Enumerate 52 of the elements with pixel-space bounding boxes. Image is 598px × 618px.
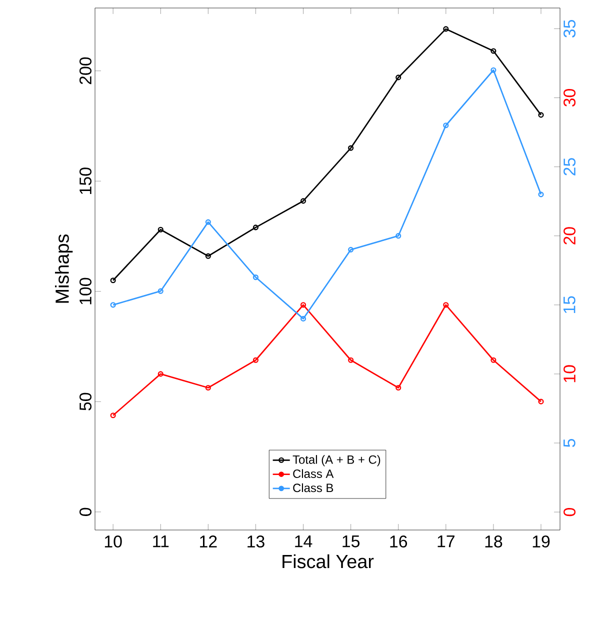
- point: [490, 48, 496, 54]
- point: [348, 246, 354, 252]
- point: [443, 302, 449, 308]
- y2-tick-label: 0: [564, 508, 576, 516]
- point: [205, 253, 211, 259]
- point: [158, 371, 164, 377]
- point: [490, 357, 496, 363]
- y2-tick-label: 15: [564, 296, 576, 314]
- x-tick-label: 16: [390, 536, 408, 548]
- x-tick-label: 12: [200, 536, 217, 548]
- y2-tick-label: 5: [564, 439, 576, 448]
- point: [252, 274, 258, 280]
- point: [252, 357, 258, 363]
- y2-tick-label: 10: [564, 365, 576, 382]
- legend-label: Total (A + B + C): [292, 455, 380, 466]
- point: [348, 145, 354, 151]
- x-tick-label: 13: [248, 536, 264, 548]
- y-tick-label: 200: [79, 57, 92, 84]
- point: [490, 67, 496, 73]
- x-tick-label: 18: [485, 536, 502, 548]
- x-axis-title: Fiscal Year: [282, 554, 374, 568]
- point: [443, 122, 449, 128]
- legend-label: Class B: [293, 483, 334, 492]
- legend-label: Class A: [293, 469, 334, 478]
- point: [205, 384, 211, 391]
- point: [300, 316, 306, 322]
- y2-tick-label: 20: [564, 227, 576, 244]
- point: [396, 384, 402, 391]
- point: [396, 233, 402, 239]
- y-tick-label: 50: [79, 392, 92, 410]
- y-tick-label: 100: [79, 278, 92, 304]
- y-tick-label: 0: [79, 508, 92, 516]
- point: [300, 198, 306, 204]
- y-axis-title: Mishaps: [55, 234, 73, 303]
- x-tick-label: 17: [438, 536, 454, 548]
- point: [396, 74, 402, 80]
- point: [158, 288, 164, 294]
- point: [252, 224, 258, 230]
- x-tick-label: 14: [295, 536, 312, 548]
- point: [300, 302, 306, 308]
- point: [443, 26, 449, 32]
- y2-tick-label: 35: [564, 20, 576, 38]
- x-tick-label: 11: [153, 536, 169, 548]
- y2-tick-label: 25: [564, 158, 576, 176]
- point: [348, 357, 354, 363]
- point: [158, 226, 164, 232]
- y-tick-label: 150: [79, 168, 92, 194]
- y2-tick-label: 30: [564, 88, 576, 107]
- x-tick-label: 10: [104, 536, 122, 548]
- point: [205, 219, 211, 225]
- x-tick-label: 15: [342, 536, 360, 548]
- x-tick-label: 19: [532, 536, 550, 548]
